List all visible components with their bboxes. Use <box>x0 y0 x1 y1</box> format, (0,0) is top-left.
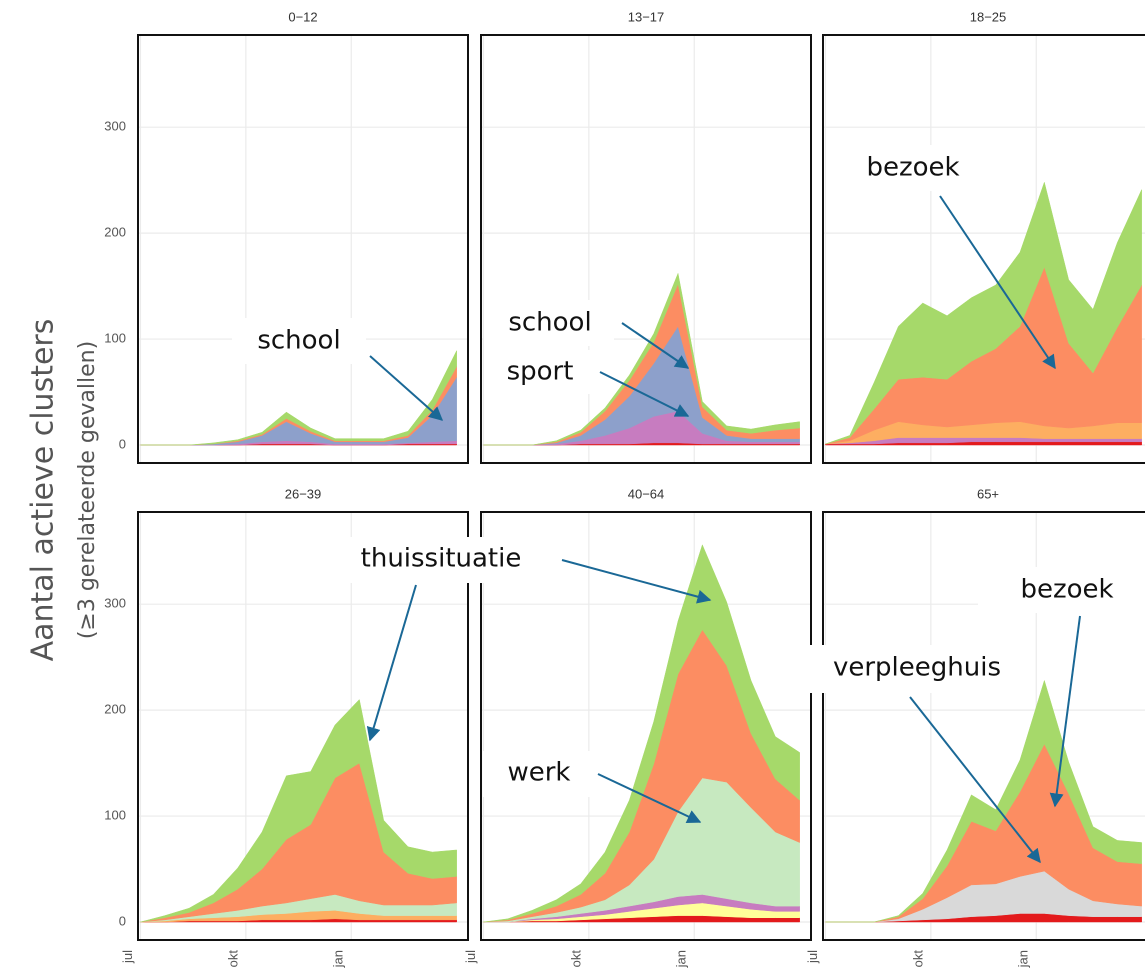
annotation: verpleeghuis <box>833 653 1001 683</box>
y-tick-label: 300 <box>104 119 126 134</box>
panel-border <box>137 34 469 464</box>
area <box>140 698 457 923</box>
panel: jul okt jan 40−64 <box>463 486 812 968</box>
annotation-box <box>232 318 366 364</box>
annotation: thuissituatie <box>361 544 522 574</box>
panel-border <box>822 511 1145 941</box>
arrow <box>561 559 712 604</box>
panel-border <box>480 511 812 941</box>
arrow <box>366 584 417 742</box>
annotations: school school sport bezoek thuissituatie… <box>232 145 1145 864</box>
y-tick-label: 300 <box>104 596 126 611</box>
plot-area <box>823 512 1145 940</box>
panel-title: 18−25 <box>970 9 1007 24</box>
arrow <box>599 371 690 417</box>
arrow <box>909 696 1041 864</box>
panel-title: 40−64 <box>628 486 665 501</box>
panel-border <box>137 511 469 941</box>
arrow <box>621 322 690 369</box>
arrow <box>1049 615 1081 808</box>
y-tick-label: 0 <box>119 436 126 451</box>
annotation: school <box>508 308 591 338</box>
annotation: bezoek <box>866 153 959 183</box>
panel: 0 100 200 300 0−12 <box>104 9 469 464</box>
panel-background <box>138 35 468 463</box>
y-tick-label: 100 <box>104 807 126 822</box>
x-tick-label: jul <box>805 950 820 964</box>
plot-area <box>138 35 468 463</box>
area <box>483 544 800 923</box>
annotation-box <box>978 567 1145 613</box>
y-axis-title: Aantal actieve clusters <box>26 319 61 662</box>
x-tick-label: jul <box>463 950 478 964</box>
x-tick-label: okt <box>910 950 925 968</box>
annotation-box <box>484 350 596 394</box>
arrow <box>939 195 1056 370</box>
x-tick-label: jan <box>331 950 346 968</box>
annotation-box <box>484 300 614 346</box>
x-tick-label: jan <box>1016 950 1031 968</box>
annotation-box <box>835 145 1000 191</box>
x-tick-label: jan <box>674 950 689 968</box>
arrow <box>369 355 444 421</box>
panel-border <box>480 34 812 464</box>
panels: 0 100 200 300 0−12 13−17 18−25 0 100 200 300 jul okt… <box>104 9 1145 968</box>
annotation-box <box>800 645 1035 693</box>
y-tick-label: 200 <box>104 702 126 717</box>
area <box>825 679 1142 923</box>
x-tick-label: okt <box>225 950 240 968</box>
y-tick-label: 200 <box>104 225 126 240</box>
area <box>140 350 457 446</box>
annotation-box <box>330 537 552 583</box>
panel: 0 100 200 300 jul okt jan 26−39 <box>104 486 469 968</box>
panel-border <box>822 34 1145 464</box>
annotation: school <box>257 326 340 356</box>
y-tick-label: 100 <box>104 330 126 345</box>
panel-title: 13−17 <box>628 9 665 24</box>
arrow <box>597 773 702 823</box>
panel: 13−17 <box>480 9 812 464</box>
panel-title: 26−39 <box>285 486 322 501</box>
y-axis-subtitle: (≥3 gerelateerde gevallen) <box>75 341 100 639</box>
annotation: werk <box>507 758 570 788</box>
annotation: sport <box>507 357 574 387</box>
annotation-box <box>483 751 596 797</box>
plot-area <box>481 512 811 940</box>
y-tick-label: 0 <box>119 913 126 928</box>
x-tick-label: okt <box>568 950 583 968</box>
panel: jul okt jan 65+ <box>805 486 1145 968</box>
plot-area <box>823 35 1145 463</box>
x-tick-label: jul <box>120 950 135 964</box>
panel: 18−25 <box>822 9 1145 464</box>
panel-title: 0−12 <box>288 9 317 24</box>
area <box>483 272 800 446</box>
annotation: bezoek <box>1020 575 1113 605</box>
area <box>825 181 1142 445</box>
panel-title: 65+ <box>977 486 999 501</box>
plot-area <box>138 512 468 940</box>
